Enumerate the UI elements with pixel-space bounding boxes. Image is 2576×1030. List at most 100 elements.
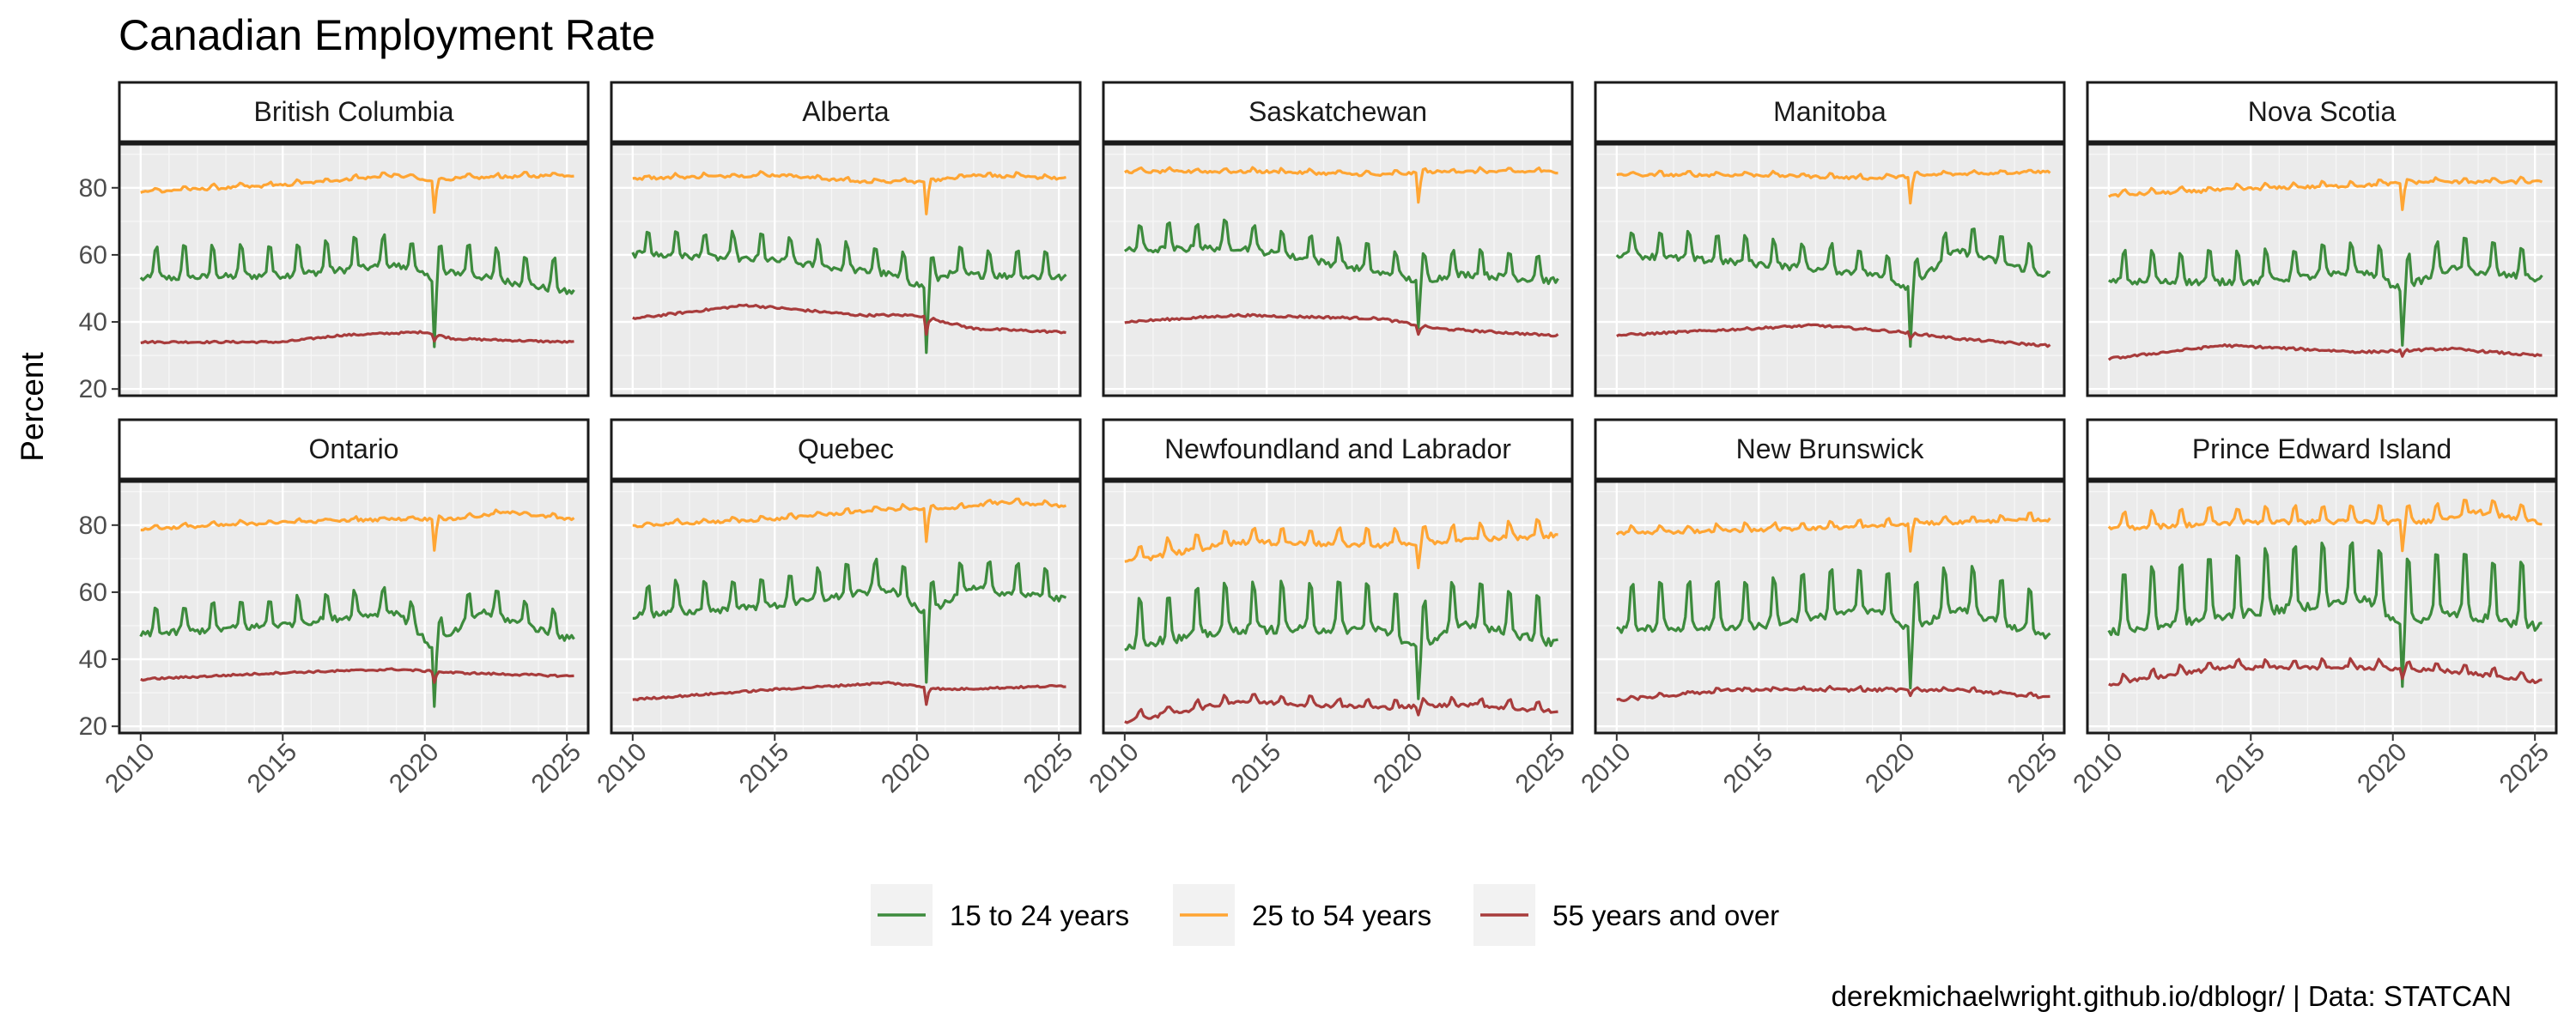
x-tick-label: 2015 (2210, 738, 2271, 799)
series-line-55-years-and-over (140, 330, 574, 345)
panel-nova-scotia: Nova Scotia (2086, 81, 2558, 397)
x-tick-label: 2025 (526, 738, 587, 799)
strip-label: Quebec (798, 433, 894, 464)
y-tick-label: 40 (79, 308, 107, 336)
series-line-15-to-24-years (631, 229, 1067, 354)
strip-box (118, 81, 590, 143)
series-line-25-to-54-years (1124, 518, 1558, 570)
panel-british-columbia: British Columbia 20 40 60 80 (79, 81, 590, 403)
strip-label: New Brunswick (1736, 433, 1925, 464)
panel-saskatchewan: Saskatchewan (1102, 81, 1574, 397)
strip-label: Ontario (309, 433, 399, 464)
legend-label: 15 to 24 years (950, 900, 1129, 931)
series-line-15-to-24-years (2107, 236, 2543, 347)
caption: derekmichaelwright.github.io/dblogr/ | D… (1832, 980, 2512, 1012)
plot-background (1103, 144, 1572, 396)
series-line-25-to-54-years (140, 171, 574, 215)
strip-box (1102, 81, 1574, 143)
x-tick-label: 2025 (2494, 738, 2555, 799)
series-line-25-to-54-years (2108, 175, 2543, 211)
x-tick-label: 2025 (1510, 738, 1571, 799)
legend-item-25-to-54-years: 25 to 54 years (1173, 884, 1431, 946)
y-tick-label: 60 (79, 241, 107, 270)
series-line-25-to-54-years (1124, 166, 1558, 204)
panel-border (1594, 480, 2066, 735)
panel-ontario: Ontario 20 40 60 80 2010 2015 2020 2025 (79, 418, 590, 799)
x-tick-label: 2010 (100, 738, 161, 799)
y-tick-label: 80 (79, 512, 107, 540)
x-tick-label: 2020 (384, 738, 445, 799)
legend-label: 55 years and over (1552, 900, 1779, 931)
series-line-25-to-54-years (632, 497, 1067, 543)
x-tick-label: 2020 (2352, 738, 2413, 799)
x-tick-label: 2020 (1368, 738, 1429, 799)
strip-box (1594, 81, 2066, 143)
plot-background (2087, 482, 2556, 733)
strip-box (1594, 418, 2066, 481)
series-line-25-to-54-years (632, 170, 1066, 215)
series-line-55-years-and-over (1616, 323, 2051, 348)
strip-label: Prince Edward Island (2192, 433, 2451, 464)
y-tick-label: 20 (79, 375, 107, 403)
series-line-55-years-and-over (632, 303, 1066, 336)
legend: 15 to 24 years 25 to 54 years 55 years and… (871, 884, 1779, 946)
strip-label: Nova Scotia (2248, 96, 2397, 127)
panel-border (2086, 480, 2558, 735)
series-line-15-to-24-years (2107, 541, 2543, 688)
series-line-15-to-24-years (1615, 227, 2051, 348)
panel-border (1594, 142, 2066, 397)
x-tick-label: 2025 (2002, 738, 2063, 799)
x-tick-label: 2015 (1226, 738, 1287, 799)
plot-background (1103, 482, 1572, 733)
x-tick-label: 2020 (1860, 738, 1921, 799)
panel-alberta: Alberta (610, 81, 1082, 397)
y-tick-label: 20 (79, 712, 107, 741)
plot-background (611, 144, 1080, 396)
panel-quebec: Quebec 2010 2015 2020 2025 (592, 418, 1082, 799)
panel-border (1102, 142, 1574, 397)
panel-prince-edward-island: Prince Edward Island 2010 2015 2020 2025 (2068, 418, 2558, 799)
series-line-55-years-and-over (1124, 693, 1558, 724)
series-line-55-years-and-over (632, 681, 1066, 706)
strip-box (2086, 81, 2558, 143)
panel-border (610, 142, 1082, 397)
series-line-15-to-24-years (1124, 579, 1558, 700)
series-line-15-to-24-years (1616, 565, 2051, 690)
x-tick-label: 2015 (242, 738, 303, 799)
strip-label: Saskatchewan (1249, 96, 1427, 127)
series-line-15-to-24-years (632, 557, 1067, 684)
chart-title: Canadian Employment Rate (118, 11, 655, 59)
strip-box (2086, 418, 2558, 481)
strip-label: British Columbia (254, 96, 454, 127)
x-tick-label: 2010 (1576, 738, 1637, 799)
x-tick-label: 2015 (734, 738, 795, 799)
panel-manitoba: Manitoba (1594, 81, 2066, 397)
strip-label: Newfoundland and Labrador (1164, 433, 1511, 464)
series-line-15-to-24-years (139, 585, 575, 708)
y-tick-label: 40 (79, 645, 107, 674)
strip-box (610, 418, 1082, 481)
series-line-25-to-54-years (140, 508, 575, 552)
series-line-55-years-and-over (1124, 312, 1559, 338)
series-line-25-to-54-years (1616, 168, 2051, 205)
panel-border (118, 480, 590, 735)
plot-background (1595, 144, 2064, 396)
panel-border (1102, 480, 1574, 735)
x-tick-label: 2020 (876, 738, 937, 799)
series-line-55-years-and-over (140, 667, 574, 684)
strip-box (118, 418, 590, 481)
panel-newfoundland-and-labrador: Newfoundland and Labrador 2010 2015 2020 202… (1084, 418, 1574, 799)
series-line-55-years-and-over (2107, 342, 2543, 361)
series-line-25-to-54-years (2107, 499, 2543, 553)
panel-new-brunswick: New Brunswick 2010 2015 2020 2025 (1576, 418, 2066, 799)
y-tick-label: 60 (79, 579, 107, 607)
x-tick-label: 2025 (1018, 738, 1079, 799)
legend-item-55-years-and-over: 55 years and over (1473, 884, 1779, 946)
series-line-15-to-24-years (1123, 218, 1559, 330)
strip-box (610, 81, 1082, 143)
panel-border (610, 480, 1082, 735)
y-tick-label: 80 (79, 174, 107, 203)
panel-border (118, 142, 590, 397)
legend-item-15-to-24-years: 15 to 24 years (871, 884, 1129, 946)
x-tick-label: 2010 (592, 738, 653, 799)
